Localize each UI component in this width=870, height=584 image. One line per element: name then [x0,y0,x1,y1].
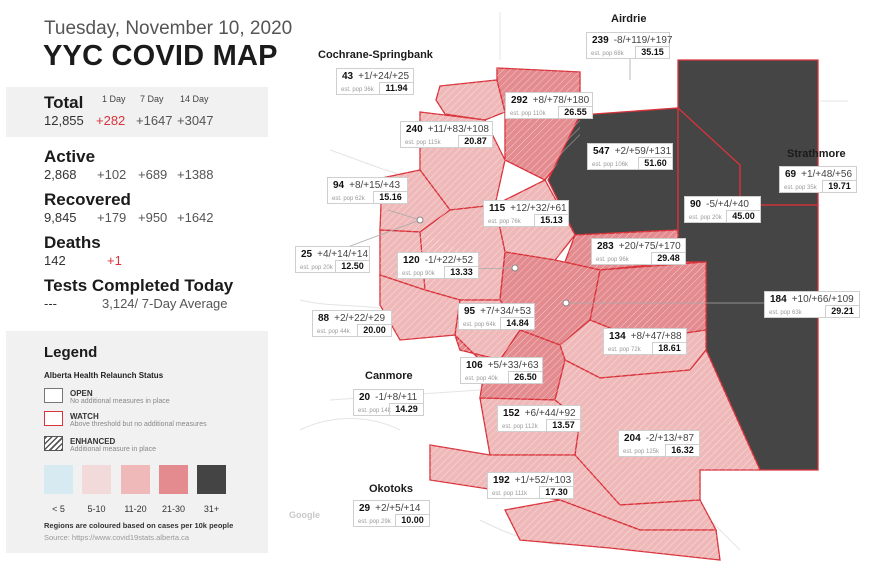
scale-label-31-plus: 31+ [203,504,220,514]
open-label: OPEN [70,389,93,398]
town-label-strathmore: Strathmore [787,148,846,160]
scale-swatch-31-plus [197,465,226,494]
location-dots [416,216,570,307]
deaths-label: Deaths [44,233,101,252]
region-box-nw-240[interactable]: 240 +11/+83/+108 est. pop 115k 20.87 [400,121,493,148]
region-box-s-106[interactable]: 106 +5/+33/+63 est. pop 40k 26.50 [460,357,543,384]
region-box-strathmore[interactable]: 69 +1/+48/+56 est. pop 35k 19.71 [779,166,857,193]
region-box-airdrie[interactable]: 239 -8/+119/+197 est. pop 68k 35.15 [586,32,672,59]
scale-label-11-20: 11-20 [124,504,147,514]
column-7-day: 7 Day [140,94,164,104]
town-label-airdrie: Airdrie [611,13,647,25]
watch-desc: Above threshold but no additional measur… [70,421,207,428]
scale-label-5-10: 5-10 [87,504,106,514]
region-box-c-120[interactable]: 120 -1/+22/+52 est. pop 90k 13.33 [397,252,479,279]
recovered-14-day: +1642 [177,210,214,225]
scale-label-under-5: < 5 [52,504,65,514]
region-box-sw-88[interactable]: 88 +2/+22/+29 est. pop 44k 20.00 [312,310,392,337]
total-14-day: +3047 [177,113,214,128]
recovered-7-day: +950 [138,210,168,225]
column-1-day: 1 Day [102,94,126,104]
enhanced-label: ENHANCED [70,437,116,446]
legend-title: Legend [44,344,98,361]
total-7-day: +1647 [136,113,173,128]
region-box-se-204[interactable]: 204 -2/+13/+87 est. pop 125k 16.32 [618,430,700,457]
scale-swatch-5-10 [82,465,111,494]
active-value: 2,868 [44,167,77,182]
active-14-day: +1388 [177,167,214,182]
active-1-day: +102 [97,167,127,182]
region-box-okotoks[interactable]: 29 +2/+5/+14 est. pop 29k 10.00 [353,500,430,527]
open-desc: No additional measures in place [70,398,170,405]
total-label: Total [44,93,84,112]
deaths-value: 142 [44,253,66,268]
region-box-ne-547[interactable]: 547 +2/+59/+131 est. pop 106k 51.60 [587,143,673,170]
open-swatch [44,388,63,403]
region-box-se-134[interactable]: 134 +8/+47/+88 est. pop 72k 18.61 [603,328,687,355]
total-1-day: +282 [96,113,126,128]
region-box-w-25[interactable]: 25 +4/+14/+14 est. pop 20k 12.50 [295,246,370,273]
tests-average: 3,124/ 7-Day Average [102,296,228,311]
legend-subtitle: Alberta Health Relaunch Status [44,371,164,380]
total-value: 12,855 [44,113,84,128]
tests-label: Tests Completed Today [44,276,234,295]
region-box-c-115[interactable]: 115 +12/+32/+61 est. pop 76k 15.13 [483,200,569,227]
active-label: Active [44,147,96,166]
scale-label-21-30: 21-30 [161,504,186,514]
scale-swatch-under-5 [44,465,73,494]
total-highlight [6,87,268,137]
deaths-1-day: +1 [107,253,122,268]
column-14-day: 14 Day [180,94,209,104]
town-label-cochrane: Cochrane-Springbank [318,49,433,61]
watch-swatch [44,411,63,426]
recovered-value: 9,845 [44,210,77,225]
region-box-w-94[interactable]: 94 +8/+15/+43 est. pop 62k 15.16 [327,177,408,204]
page-title: YYC COVID MAP [43,40,278,72]
source-link[interactable]: Source: https://www.covid19stats.alberta… [44,533,190,542]
town-label-canmore: Canmore [365,370,413,382]
google-logo: Google [289,510,320,520]
enhanced-swatch [44,436,63,451]
region-box-c-95[interactable]: 95 +7/+34/+53 est. pop 64k 14.84 [458,303,535,330]
region-box-e-184[interactable]: 184 +10/+66/+109 est. pop 63k 29.21 [764,291,860,318]
enhanced-desc: Additional measure in place [70,446,156,453]
region-box-e-90[interactable]: 90 -5/+4/+40 est. pop 20k 45.00 [684,196,761,223]
town-label-okotoks: Okotoks [369,483,414,495]
region-box-nw-292[interactable]: 292 +8/+78/+180 est. pop 110k 26.55 [505,92,593,119]
scale-swatch-11-20 [121,465,150,494]
legend-note: Regions are coloured based on cases per … [44,521,234,530]
region-box-ne-283[interactable]: 283 +20/+75/+170 est. pop 96k 29.48 [591,238,686,265]
region-box-s-152[interactable]: 152 +6/+44/+92 est. pop 112k 13.57 [497,405,581,432]
recovered-1-day: +179 [97,210,127,225]
tests-value: --- [44,296,57,311]
report-date: Tuesday, November 10, 2020 [44,18,293,39]
scale-swatch-21-30 [159,465,188,494]
region-box-s-192[interactable]: 192 +1/+52/+103 est. pop 111k 17.30 [487,472,574,499]
active-7-day: +689 [138,167,168,182]
region-box-canmore[interactable]: 20 -1/+8/+11 est. pop 14k 14.29 [353,389,424,416]
recovered-label: Recovered [44,190,131,209]
region-box-cochrane[interactable]: 43 +1/+24/+25 est. pop 36k 11.94 [336,68,414,95]
watch-label: WATCH [70,412,99,421]
